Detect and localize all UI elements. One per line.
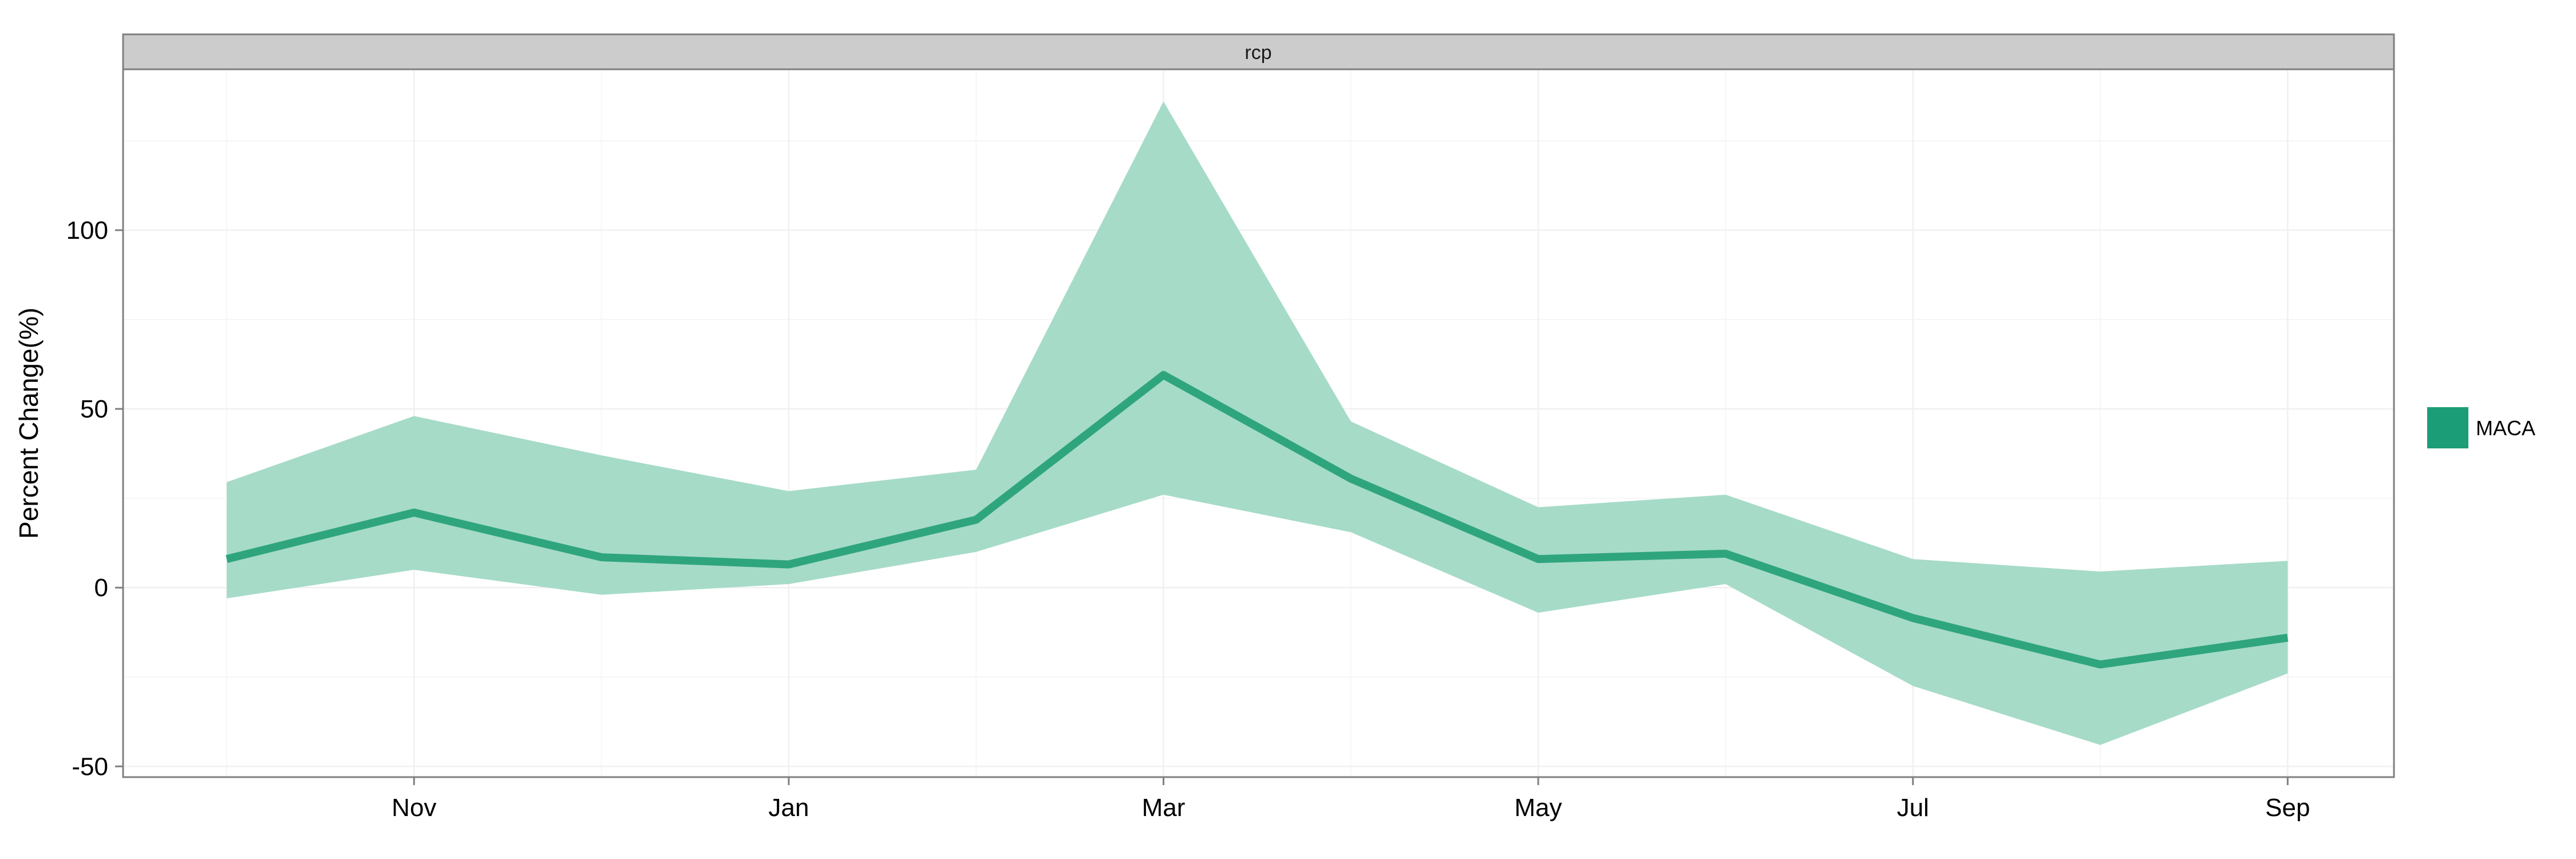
y-tick-label: -50: [72, 752, 108, 781]
legend-label-maca: MACA: [2476, 416, 2535, 440]
legend: MACA: [2427, 407, 2535, 448]
mean-line-layer: [226, 371, 2289, 669]
y-tick-label: 50: [80, 395, 108, 423]
legend-key-maca: [2427, 407, 2468, 448]
x-tick-label-mar: Mar: [1142, 794, 1186, 822]
x-axis: Nov Jan Mar May Jul Sep: [392, 777, 2310, 822]
maca-mean-line: [226, 371, 2289, 669]
x-tick-label-jul: Jul: [1897, 794, 1929, 822]
x-tick-label-nov: Nov: [392, 794, 436, 822]
x-tick-label-jan: Jan: [768, 794, 809, 822]
y-tick-label: 100: [66, 216, 108, 245]
facet-strip: [122, 33, 2395, 70]
x-tick-label-may: May: [1515, 794, 1562, 822]
x-tick-label-sep: Sep: [2265, 794, 2310, 822]
y-tick-label: 0: [94, 574, 108, 602]
y-axis: -50 0 50 100: [66, 216, 123, 781]
y-axis-title: Percent Change(%): [14, 308, 44, 539]
facet-strip-label: rcp: [1244, 42, 1271, 64]
